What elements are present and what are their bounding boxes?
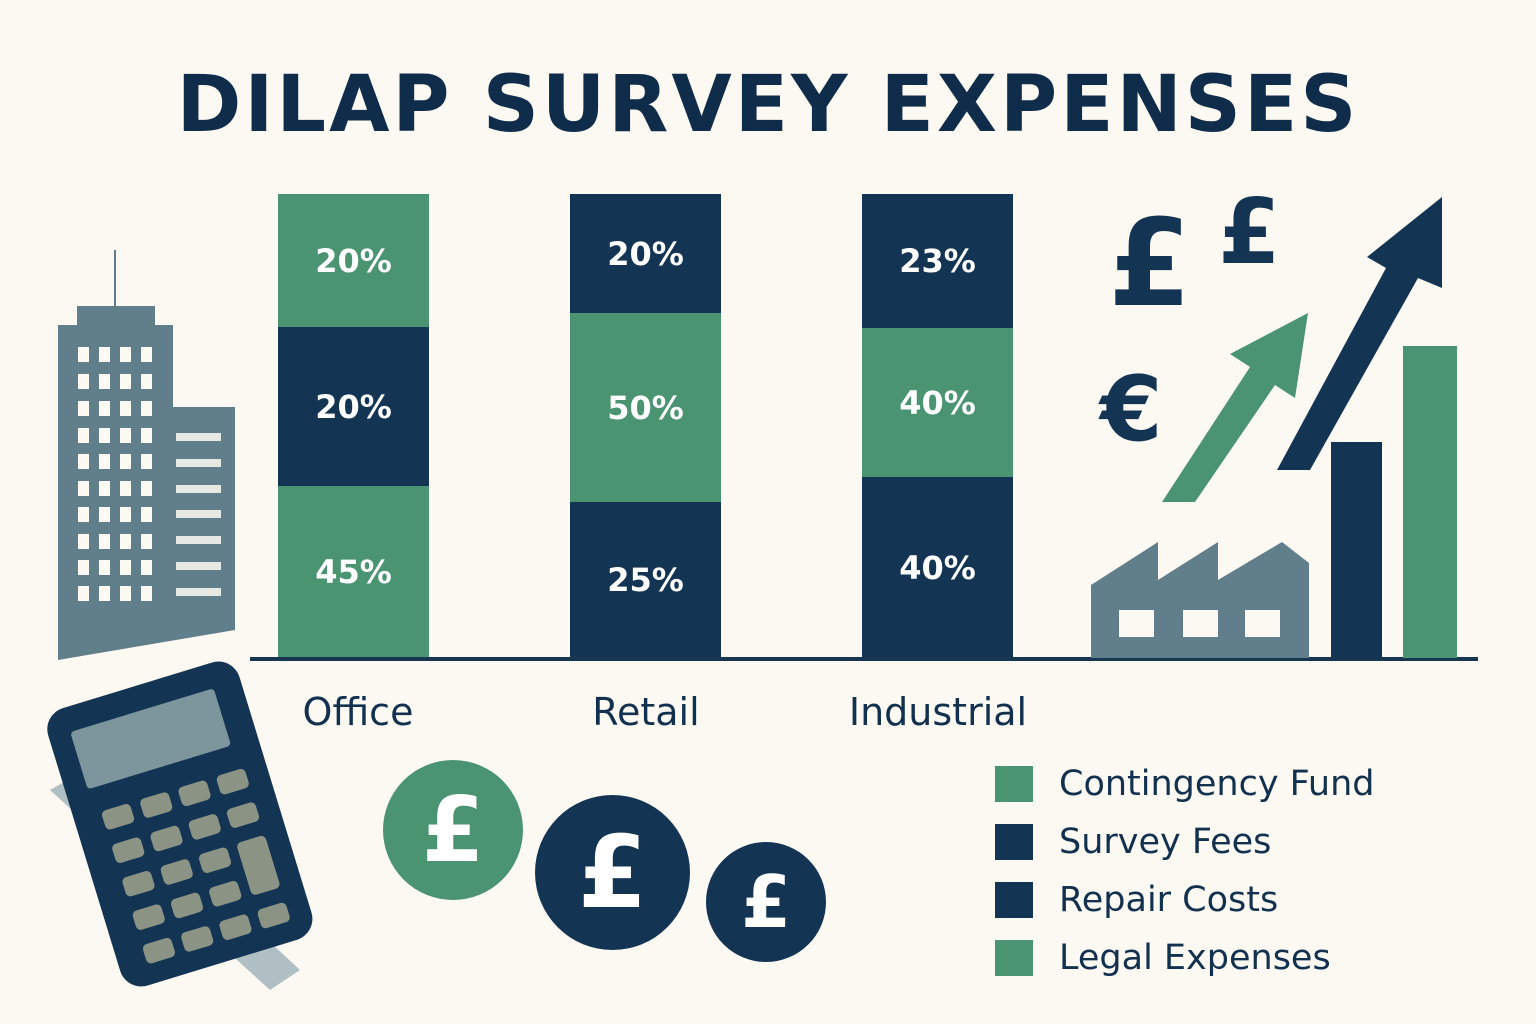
legend-label: Legal Expenses [1059,938,1331,978]
legend-swatch [995,882,1033,918]
category-label-industrial: Industrial [848,690,1028,734]
pound-coin-icon: £ [535,795,690,950]
legend-item-survey-fees: Survey Fees [995,813,1374,871]
legend-label: Survey Fees [1059,822,1272,862]
office-building-icon [58,250,235,660]
legend-item-contingency-fund: Contingency Fund [995,755,1374,813]
bar-segment: 45% [278,486,429,658]
bar-segment: 23% [862,194,1013,328]
pound-coin-icon: £ [706,842,826,962]
category-label-retail: Retail [592,690,700,734]
bar-segment: 50% [570,313,721,502]
chart-title: DILAP SURVEY EXPENSES [176,60,1360,150]
growth-arrows-icon [1091,197,1457,658]
pound-icon: £ [1218,180,1281,285]
euro-icon: € [1100,357,1163,462]
bar-segment: 40% [862,328,1013,477]
bar-retail: 20% 50% 25% [570,194,721,658]
pound-coin-icon: £ [383,760,523,900]
legend-swatch [995,940,1033,976]
bar-segment: 40% [862,477,1013,658]
legend-swatch [995,824,1033,860]
bar-industrial: 23% 40% 40% [862,194,1013,658]
legend-item-repair-costs: Repair Costs [995,871,1374,929]
bar-segment: 20% [278,327,429,486]
legend-label: Repair Costs [1059,880,1279,920]
bar-segment: 20% [278,194,429,327]
legend: Contingency Fund Survey Fees Repair Cost… [995,755,1374,987]
bar-office: 20% 20% 45% [278,194,429,658]
bar-segment: 25% [570,502,721,658]
legend-swatch [995,766,1033,802]
legend-item-legal-expenses: Legal Expenses [995,929,1374,987]
legend-label: Contingency Fund [1059,764,1375,804]
bar-segment: 20% [570,194,721,313]
category-label-office: Office [302,690,414,734]
calculator-icon [47,661,313,990]
pound-icon: £ [1108,195,1192,334]
x-axis-baseline [250,657,1478,661]
